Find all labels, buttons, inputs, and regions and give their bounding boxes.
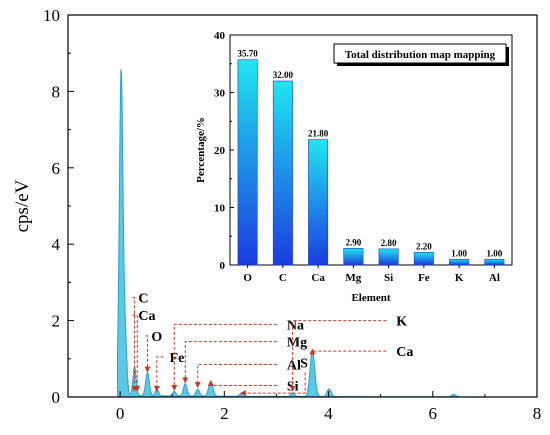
inset-bar: [308, 139, 329, 266]
main-x-tick-label: 8: [533, 404, 542, 423]
annotation-label: Na: [287, 318, 304, 333]
legend-box: [333, 43, 507, 64]
inset-y-tick-label: 10: [214, 203, 226, 215]
annotation-arrow: [194, 364, 277, 388]
peak-annotation: S: [239, 357, 308, 397]
inset-y-tick-label: 40: [214, 30, 226, 42]
inset-category-label: Ca: [311, 272, 325, 284]
inset-category-label: Al: [489, 272, 500, 284]
main-y-tick-label: 2: [52, 312, 61, 331]
inset-bar: [449, 258, 470, 266]
inset-y-tick-label: 0: [220, 260, 226, 272]
inset-bar-value-label: 2.80: [381, 238, 397, 248]
inset-x-axis: O C Ca Mg Si Fe K Al: [243, 265, 500, 284]
main-y-tick-label: 6: [52, 159, 61, 178]
peak-annotation: Mg: [182, 336, 307, 384]
inset-category-label: Mg: [345, 272, 361, 284]
annotation-label: Ca: [138, 309, 155, 324]
inset-title: Total distribution map mapping: [345, 49, 496, 61]
annotation-arrow: [171, 323, 277, 392]
annotation-arrow: [131, 297, 138, 392]
inset-y-tick-label: 20: [214, 145, 226, 157]
annotation-arrow: [182, 341, 277, 384]
peak-annotation: Fe: [153, 351, 185, 392]
annotation-arrow: [289, 320, 387, 392]
annotation-label: Al: [287, 359, 301, 374]
inset-bar-value-label: 32.00: [273, 70, 294, 80]
main-y-tick-label: 8: [52, 82, 61, 101]
inset-y-axis: 0 10 20 30 40: [214, 30, 234, 272]
inset-bar-value-label: 2.90: [346, 237, 362, 247]
annotation-label: O: [151, 330, 162, 345]
inset-category-label: Si: [384, 272, 393, 284]
inset-bar-value-label: 2.20: [416, 241, 432, 251]
peak-annotation: O: [144, 330, 162, 373]
inset-bar: [484, 258, 505, 266]
main-x-tick-label: 6: [429, 404, 438, 423]
peak-annotation: Na: [171, 318, 304, 392]
annotation-arrow: [239, 372, 306, 397]
peak-annotation: K: [289, 315, 407, 392]
annotation-arrow: [144, 335, 151, 373]
inset-bar: [343, 248, 364, 266]
peak-annotation: C: [131, 292, 148, 392]
annotation-arrow: [207, 379, 277, 387]
main-y-axis: 0 2 4 6 8 10: [43, 6, 74, 407]
inset-bar-value-label: 1.00: [451, 248, 467, 258]
peak-annotation: Ca: [132, 309, 155, 392]
inset-category-label: K: [455, 272, 464, 284]
main-x-tick-label: 0: [116, 404, 125, 423]
annotation-label: Ca: [396, 345, 413, 360]
annotation-label: Mg: [287, 336, 307, 351]
main-x-tick-label: 4: [324, 404, 333, 423]
inset-bar: [272, 80, 293, 266]
inset-bars: 35.70 32.00 21.80 2.90 2.80 2.20 1.00 1.00: [237, 49, 505, 266]
inset-x-axis-label: Element: [351, 292, 390, 304]
inset-bar-value-label: 1.00: [487, 248, 503, 258]
annotation-arrow: [132, 314, 141, 392]
peak-annotation: Ca: [309, 345, 413, 360]
inset-bar: [237, 59, 258, 266]
annotation-arrow: [153, 356, 164, 392]
annotation-label: S: [300, 357, 308, 372]
main-x-axis: 0 2 4 6 8: [67, 391, 542, 423]
main-x-tick-label: 2: [220, 404, 229, 423]
inset-bar-value-label: 35.70: [238, 49, 259, 59]
inset-bar-chart: 35.70 32.00 21.80 2.90 2.80 2.20 1.00 1.00 0 10 2…: [195, 30, 513, 304]
spectrum-chart: 0 2 4 6 8 10 0 2 4 6 8 cps/eV C Ca O Fe Na Mg Al Si S K Ca: [12, 6, 541, 423]
inset-legend: Total distribution map mapping: [333, 43, 509, 66]
inset-y-tick-label: 30: [214, 88, 226, 100]
main-y-tick-label: 4: [52, 235, 61, 254]
main-y-tick-label: 10: [43, 6, 60, 25]
inset-bar-value-label: 21.80: [308, 129, 329, 139]
main-y-axis-label: cps/eV: [12, 179, 33, 232]
inset-category-label: Fe: [418, 272, 430, 284]
inset-category-label: C: [279, 272, 287, 284]
annotation-label: Fe: [170, 351, 185, 366]
inset-y-axis-label: Percentage/%: [195, 117, 207, 183]
peak-annotation: Al: [194, 359, 301, 388]
annotation-label: K: [396, 315, 407, 330]
inset-bar: [378, 248, 399, 266]
annotation-label: C: [138, 292, 148, 307]
annotation-arrow: [309, 348, 387, 355]
inset-bar: [413, 252, 434, 266]
main-y-tick-label: 0: [52, 388, 61, 407]
inset-category-label: O: [243, 272, 252, 284]
